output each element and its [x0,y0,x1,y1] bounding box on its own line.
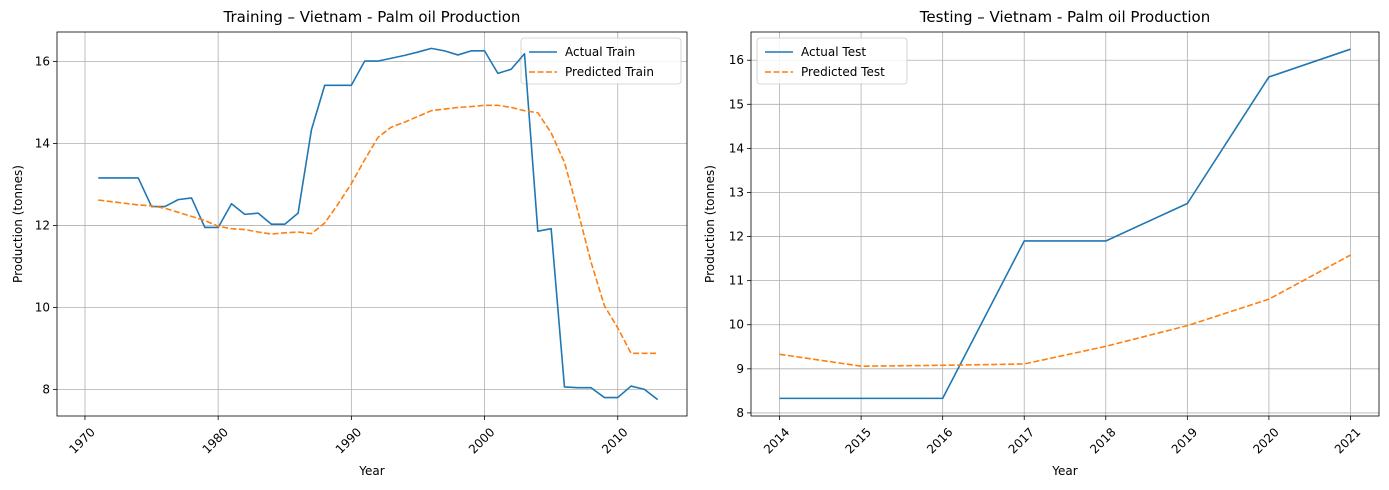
x-tick-label: 1990 [333,425,364,456]
y-tick-label: 10 [35,300,50,314]
x-tick-label: 2016 [924,425,955,456]
x-tick-label: 2014 [761,425,792,456]
testing-chart-title: Testing – Vietnam - Palm oil Production [919,8,1210,26]
y-tick-label: 14 [35,136,50,150]
y-tick-label: 15 [729,97,744,111]
testing-axes-frame [750,31,1380,417]
testing-series-predicted-test-line [779,254,1351,367]
training-legend: Actual Train Predicted Train [520,37,682,85]
y-tick-label: 8 [736,406,744,420]
training-y-axis-label: Production (tonnes) [11,165,25,283]
testing-x-axis-label: Year [1051,464,1077,478]
x-tick-label: 2000 [466,425,497,456]
y-tick-label: 12 [35,218,50,232]
training-legend-box [520,37,682,85]
x-tick-label: 2019 [1169,425,1200,456]
y-tick-label: 8 [42,382,50,396]
y-tick-label: 16 [729,53,744,67]
training-grid [57,32,687,416]
x-tick-label: 2021 [1332,425,1363,456]
x-tick-label: 1980 [200,425,231,456]
legend-label-actual-train: Actual Train [565,45,635,59]
y-tick-label: 10 [729,318,744,332]
y-tick-label: 14 [729,141,744,155]
y-tick-label: 11 [729,274,744,288]
legend-label-predicted-train: Predicted Train [565,65,654,79]
testing-grid [751,32,1379,416]
training-chart-title: Training – Vietnam - Palm oil Production [223,8,521,26]
testing-y-axis-label: Production (tonnes) [703,165,717,283]
testing-legend: Actual Test Predicted Test [756,37,908,85]
y-tick-label: 12 [729,230,744,244]
legend-label-predicted-test: Predicted Test [801,65,885,79]
x-tick-label: 1970 [66,425,97,456]
legend-label-actual-test: Actual Test [801,45,866,59]
training-series-predicted-train-line [98,104,658,355]
x-tick-label: 2010 [599,425,630,456]
x-tick-label: 2020 [1250,425,1281,456]
training-axes-frame [56,31,688,417]
y-tick-label: 16 [35,55,50,69]
x-tick-label: 2017 [1006,425,1037,456]
testing-series-actual-test-line [779,48,1351,400]
y-tick-label: 13 [729,185,744,199]
x-tick-label: 2015 [843,425,874,456]
training-series-actual-train-line [98,47,659,401]
x-tick-label: 2018 [1087,425,1118,456]
testing-legend-box [756,37,908,85]
testing-chart-panel: Testing – Vietnam - Palm oil Production … [703,8,1380,478]
training-chart-panel: Training – Vietnam - Palm oil Production… [11,8,688,478]
y-tick-label: 9 [736,362,744,376]
training-x-axis-label: Year [358,464,384,478]
